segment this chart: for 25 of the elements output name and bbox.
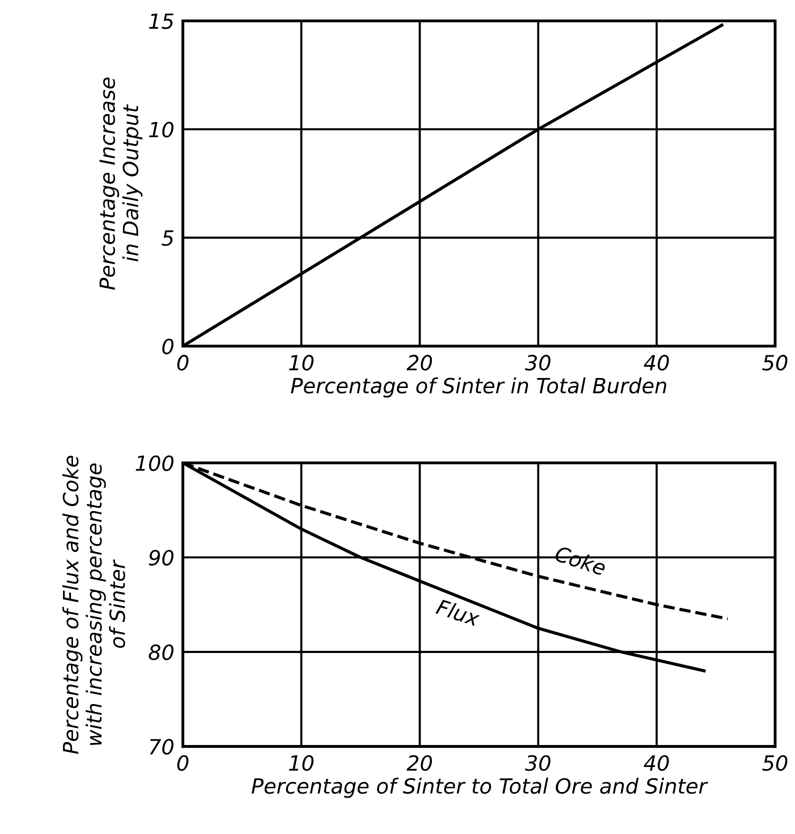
- y-tick-label: 70: [150, 738, 174, 755]
- x-tick-label: 20: [406, 755, 432, 771]
- y-tick-label: 90: [148, 550, 174, 566]
- y-axis-title: Percentage Increase in Daily Output: [100, 78, 142, 290]
- y-tick-label: 15: [149, 14, 174, 30]
- y-tick-label: 10: [149, 122, 174, 138]
- x-tick-label: 30: [525, 755, 550, 771]
- y-tick-label: 80: [148, 644, 174, 660]
- text: Flux: [435, 598, 482, 627]
- y-tick-label: 100: [136, 455, 174, 472]
- x-tick-label: 50: [762, 354, 788, 371]
- y-tick-label: 5: [162, 230, 174, 246]
- x-tick-label: 20: [406, 354, 432, 371]
- x-tick-label: 40: [644, 354, 669, 371]
- x-tick-label: 0: [177, 755, 188, 771]
- x-tick-label: 30: [525, 354, 550, 371]
- x-tick-label: 10: [289, 354, 314, 371]
- x-tick-label: 10: [289, 755, 314, 771]
- x-axis-title: Percentage of Sinter in Total Burden: [290, 377, 666, 398]
- x-tick-label: 50: [762, 755, 788, 771]
- y-axis-title: Percentage of Flux and Coke with increasing percentage of Sinter: [62, 456, 126, 754]
- x-tick-label: 40: [644, 755, 669, 771]
- y-tick-label: 0: [162, 338, 174, 354]
- x-axis-title: Percentage of Sinter to Total Ore and Sinter: [252, 778, 708, 798]
- x-tick-label: 0: [177, 354, 188, 371]
